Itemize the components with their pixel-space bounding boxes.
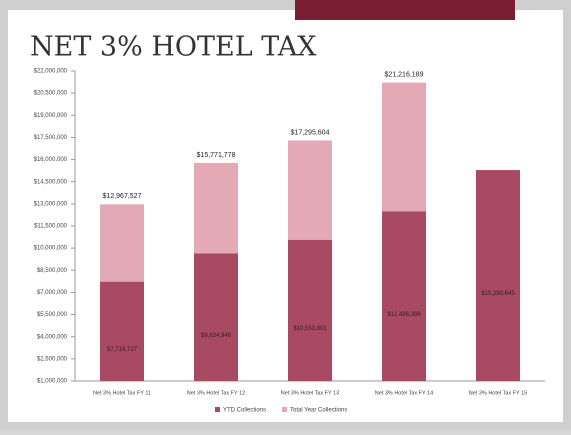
legend-label: YTD Collections [223,408,266,414]
y-tick-label: $8,500,000 [37,268,68,274]
y-tick-label: $7,000,000 [37,290,68,296]
bar [194,253,238,381]
y-tick-label: $22,000,000 [34,69,68,75]
y-tick-label: $17,500,000 [34,135,68,141]
header-tab [295,0,515,20]
data-label: $21,216,189 [385,71,424,78]
data-label: $12,486,386 [387,312,421,318]
data-label: $17,295,604 [291,129,330,136]
x-tick-label: Net 3% Hotel Tax FY 13 [281,390,340,396]
y-tick-label: $4,000,000 [37,334,68,340]
data-label: $15,290,645 [481,291,515,297]
data-label: $15,771,778 [197,152,236,159]
y-tick-label: $10,000,000 [34,246,68,252]
data-label: $7,719,727 [107,347,138,353]
y-tick-label: $1,000,000 [37,379,68,385]
y-tick-label: $11,500,000 [34,224,68,230]
y-tick-label: $2,500,000 [37,356,68,362]
x-tick-label: Net 3% Hotel Tax FY 14 [375,390,434,396]
bar [100,281,144,381]
y-tick-label: $19,000,000 [34,113,68,119]
data-label: $9,634,946 [201,333,232,339]
chart-title: NET 3% HOTEL TAX [30,32,317,63]
y-tick-label: $13,000,000 [34,201,68,207]
data-label: $10,553,801 [293,326,327,332]
bar [288,239,332,381]
y-tick-label: $20,500,000 [34,91,68,97]
bar [382,211,426,381]
data-label: $12,967,527 [103,193,142,200]
y-tick-label: $5,500,000 [37,312,68,318]
x-tick-label: Net 3% Hotel Tax FY 11 [93,390,151,396]
legend-swatch [215,407,220,412]
legend-swatch [282,407,288,412]
y-tick-label: $14,500,000 [34,179,68,185]
x-tick-label: Net 3% Hotel Tax FY 15 [469,390,528,396]
bar [476,170,520,381]
x-tick-label: Net 3% Hotel Tax FY 12 [187,390,246,396]
legend-label: Total Year Collections [290,408,347,414]
y-tick-label: $16,000,000 [34,157,68,163]
